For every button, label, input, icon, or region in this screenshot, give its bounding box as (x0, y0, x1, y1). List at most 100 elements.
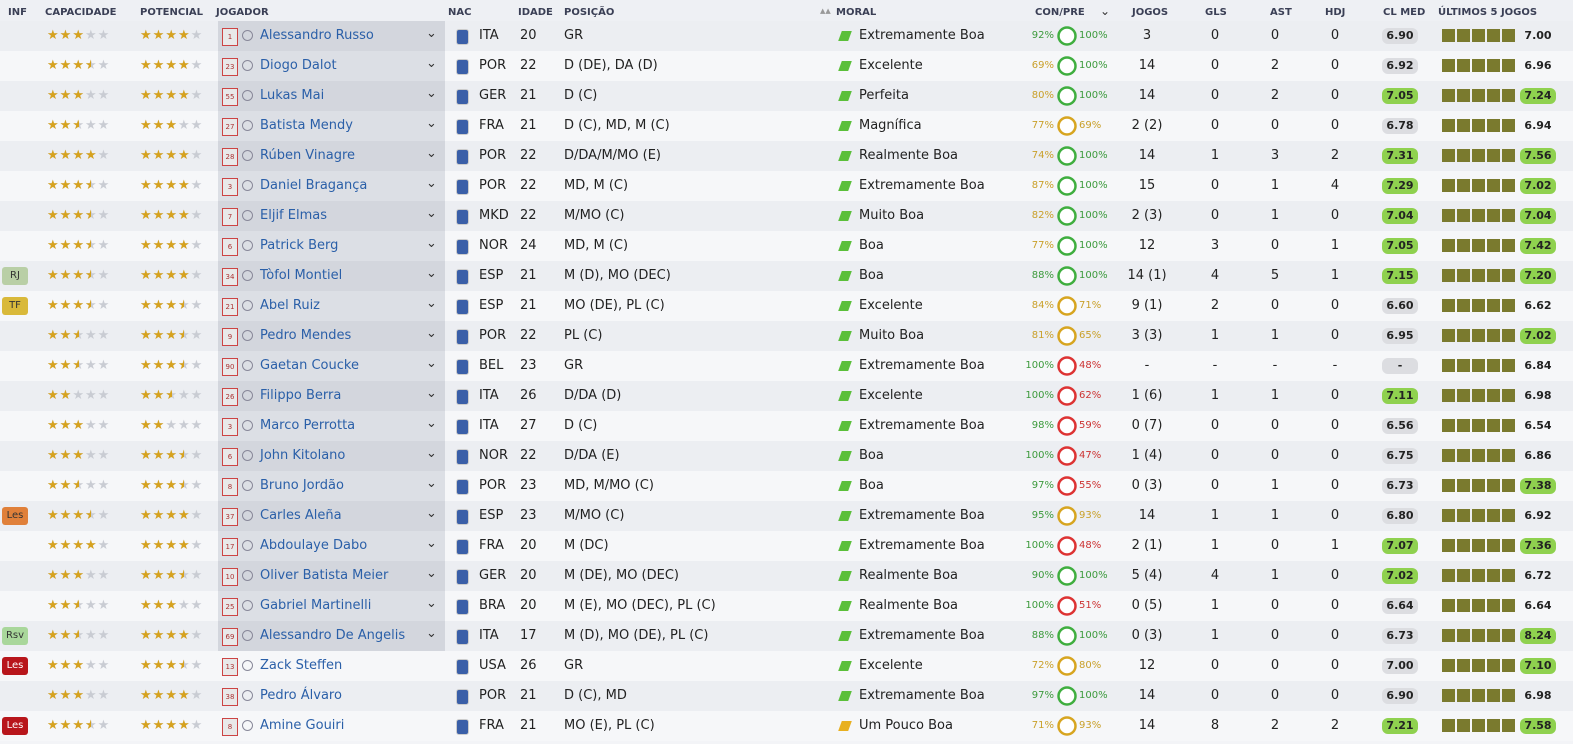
player-name[interactable]: Carles Aleña (260, 508, 342, 523)
column-header[interactable]: IDADE (518, 7, 553, 18)
player-row[interactable]: ★ ★ ★ ★ ★ ★ ★ ★ ★ ★ ★ ★ ★ ★ ★ ★ ★ ★ 17 Abdoulaye Dabo ⌄ FRA 20… (0, 531, 1573, 561)
flag-icon (456, 59, 469, 75)
dropdown-icon[interactable]: ⌄ (426, 596, 437, 611)
dropdown-icon[interactable]: ⌄ (426, 26, 437, 41)
player-name[interactable]: Filippo Berra (260, 388, 342, 403)
player-row[interactable]: ★ ★ ★ ★ ★ ★ ★★ ★ ★ ★ ★ ★ ★ ★ ★ ★ 55 Lukas Mai ⌄ GER 21 D (C) P… (0, 81, 1573, 111)
dropdown-icon[interactable]: ⌄ (426, 206, 437, 221)
player-name[interactable]: Eljif Elmas (260, 208, 327, 223)
shirt-number: 28 (222, 148, 238, 166)
games: 0 (3) (1131, 478, 1163, 493)
dropdown-icon[interactable]: ⌄ (426, 566, 437, 581)
condition: 92% (1031, 30, 1054, 41)
player-row[interactable]: ★ ★ ★ ★ ★ ★ ★★ ★ ★ ★ ★ ★ ★ ★ ★ ★ 38 Pedro Álvaro POR 21 D (C… (0, 681, 1573, 711)
condition-ring (1057, 56, 1077, 76)
player-row[interactable]: ★★★★★★★★★ ★★★★★★★★★ 6 Patrick Berg ⌄ NOR 24 MD,… (0, 231, 1573, 261)
player-row[interactable]: TF ★★★★★★★★★ ★★★★★★★★★ 21 Abel Ruiz ⌄ ESP 21 MO … (0, 291, 1573, 321)
sharpness: 100% (1079, 30, 1108, 41)
condition: 90% (1031, 570, 1054, 581)
player-name[interactable]: Alessandro De Angelis (260, 628, 406, 643)
player-row[interactable]: ★★★★★★★★★ ★★★★★★★★★ 23 Diogo Dalot ⌄ POR 22 D (… (0, 51, 1573, 81)
dropdown-icon[interactable]: ⌄ (426, 266, 437, 281)
player-of-match: 0 (1330, 478, 1340, 493)
dropdown-icon[interactable]: ⌄ (426, 146, 437, 161)
dropdown-icon[interactable]: ⌄ (426, 506, 437, 521)
player-name[interactable]: Oliver Batista Meier (260, 568, 389, 583)
column-header[interactable]: JOGADOR (216, 7, 269, 18)
player-row[interactable]: ★★★★★★★★ ★★★★★★★★ 25 Gabriel Martinelli ⌄ BRA… (0, 591, 1573, 621)
player-name[interactable]: Tòfol Montiel (260, 268, 343, 283)
column-header[interactable]: GLS (1205, 7, 1227, 18)
dropdown-icon[interactable]: ⌄ (426, 176, 437, 191)
dropdown-icon[interactable]: ⌄ (426, 86, 437, 101)
dropdown-icon[interactable]: ⌄ (426, 536, 437, 551)
player-name[interactable]: John Kitolano (260, 448, 346, 463)
column-header[interactable]: MORAL (836, 7, 877, 18)
player-name[interactable]: Batista Mendy (260, 118, 353, 133)
player-name[interactable]: Alessandro Russo (260, 28, 374, 43)
form-square (1487, 179, 1500, 192)
player-name[interactable]: Bruno Jordão (260, 478, 344, 493)
column-header[interactable]: JOGOS (1132, 7, 1169, 18)
column-header[interactable]: POSIÇÃO (564, 7, 615, 18)
player-name[interactable]: Pedro Mendes (260, 328, 352, 343)
player-row[interactable]: ★ ★ ★ ★ ★ ★ ★ ★ ★ ★ ★ ★ ★ ★ ★ ★ ★ ★ 28 Rúben Vinagre ⌄ POR 22 D… (0, 141, 1573, 171)
form-square (1487, 689, 1500, 702)
player-name[interactable]: Abdoulaye Dabo (260, 538, 368, 553)
player-name[interactable]: Amine Gouiri (260, 718, 345, 733)
morale-icon (838, 61, 852, 71)
player-row[interactable]: ★ ★ ★ ★ ★ ★ ★★ ★ ★ ★ ★ ★ ★ ★ ★ ★ 1 Alessandro Russo ⌄ ITA 20… (0, 21, 1573, 51)
player-row[interactable]: ★★★★★★★★★ ★★★★★★★★★ 3 Daniel Bragança ⌄ POR 22… (0, 171, 1573, 201)
player-name[interactable]: Gaetan Coucke (260, 358, 359, 373)
player-name[interactable]: Daniel Bragança (260, 178, 368, 193)
form-square (1502, 269, 1515, 282)
column-header[interactable]: CL MED (1383, 7, 1426, 18)
player-name[interactable]: Diogo Dalot (260, 58, 337, 73)
dropdown-icon[interactable]: ⌄ (426, 356, 437, 371)
player-row[interactable]: Les ★★★★★★★★★ ★★★★★★★★★ 37 Carles Aleña ⌄ ESP 2… (0, 501, 1573, 531)
player-row[interactable]: RJ ★★★★★★★★★ ★★★★★★★★★ 34 Tòfol Montiel ⌄ ESP 2… (0, 261, 1573, 291)
player-name[interactable]: Rúben Vinagre (260, 148, 356, 163)
player-name[interactable]: Marco Perrotta (260, 418, 356, 433)
player-name[interactable]: Zack Steffen (260, 658, 343, 673)
column-header[interactable]: NAC (448, 7, 472, 18)
column-header[interactable]: ÚLTIMOS 5 JOGOS (1438, 7, 1538, 18)
dropdown-icon[interactable]: ⌄ (426, 296, 437, 311)
column-header[interactable]: CON/PRE (1035, 7, 1085, 18)
dropdown-icon[interactable]: ⌄ (426, 116, 437, 131)
dropdown-icon[interactable]: ⌄ (426, 386, 437, 401)
dropdown-icon[interactable]: ⌄ (426, 626, 437, 641)
player-name[interactable]: Lukas Mai (260, 88, 325, 103)
column-header[interactable]: AST (1270, 7, 1292, 18)
column-header[interactable]: POTENCIAL (140, 7, 204, 18)
dropdown-icon[interactable]: ⌄ (426, 56, 437, 71)
dropdown-icon[interactable]: ⌄ (426, 326, 437, 341)
star-rating: ★★★★★★★★★ (140, 58, 204, 73)
assists: 3 (1270, 148, 1280, 163)
player-name[interactable]: Abel Ruiz (260, 298, 321, 313)
dropdown-icon[interactable]: ⌄ (426, 476, 437, 491)
player-row[interactable]: ★ ★ ★ ★ ★ ★ ★★ ★ ★ ★ ★ ★★★ 3 Marco Perrotta ⌄ ITA 27 D (C… (0, 411, 1573, 441)
player-name[interactable]: Patrick Berg (260, 238, 339, 253)
player-row[interactable]: ★★★★★★★★ ★★★★★★★★ 27 Batista Mendy ⌄ FRA 21 D (… (0, 111, 1573, 141)
nation: MKD (479, 208, 509, 223)
star-rating: ★★★★★★★★★ (140, 298, 204, 313)
dropdown-icon[interactable]: ⌄ (426, 236, 437, 251)
player-name[interactable]: Gabriel Martinelli (260, 598, 372, 613)
column-header[interactable]: CAPACIDADE (45, 7, 117, 18)
column-header[interactable]: HDJ (1325, 7, 1346, 18)
dropdown-icon[interactable]: ⌄ (426, 446, 437, 461)
player-name[interactable]: Pedro Álvaro (260, 688, 342, 703)
column-header[interactable]: INF (8, 7, 27, 18)
player-row[interactable]: Les ★★★★★★★★★ ★★★★★★★★★ 8 Amine Gouiri FRA 21 M… (0, 711, 1573, 741)
dropdown-icon[interactable]: ⌄ (426, 416, 437, 431)
player-row[interactable]: ★★★★★★★★★ ★★★★★★★★★ 7 Eljif Elmas ⌄ MKD 22 M/MO… (0, 201, 1573, 231)
